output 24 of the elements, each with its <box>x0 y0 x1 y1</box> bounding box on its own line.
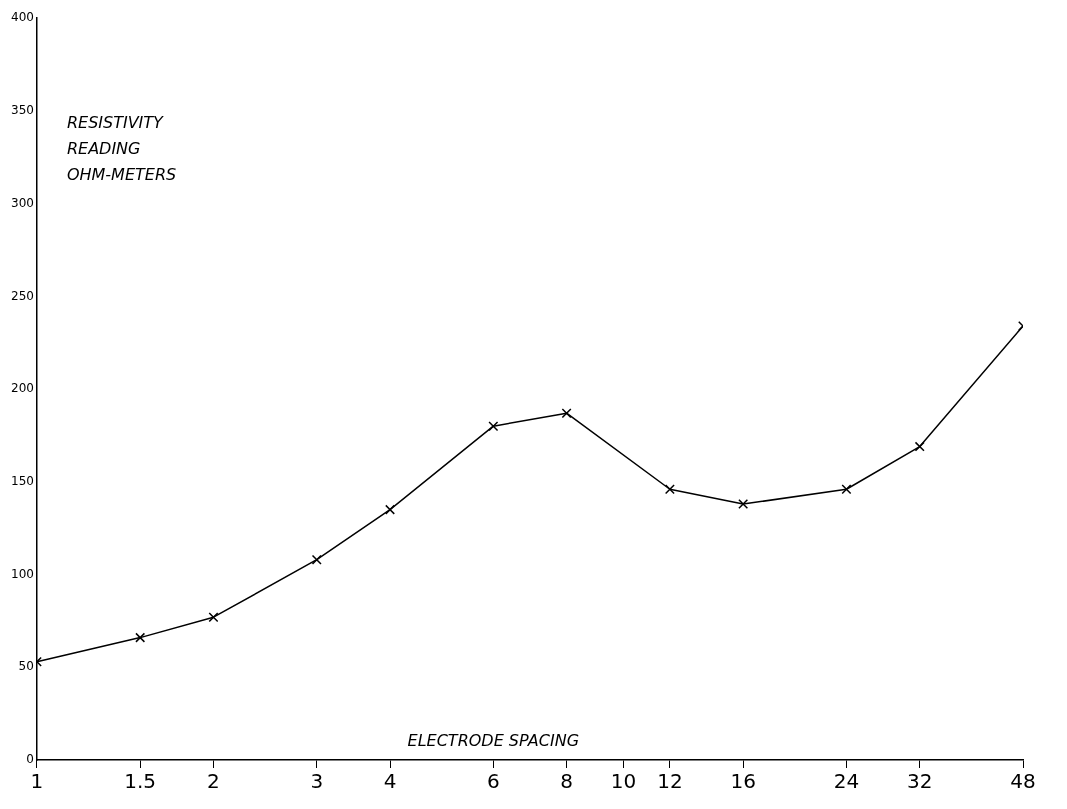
x-tick-label: 24 <box>833 769 860 794</box>
x-tick-label: 48 <box>1010 769 1036 794</box>
x-tick-label: 32 <box>906 769 933 794</box>
x-axis-title: ELECTRODE SPACING <box>407 731 580 750</box>
x-tick-label: 1.5 <box>124 769 157 794</box>
x-tick-label: 2 <box>207 769 220 794</box>
y-tick-label: 400 <box>11 10 34 25</box>
x-tick-label: 16 <box>730 769 756 794</box>
y-tick-label: 250 <box>11 288 34 303</box>
y-tick-label: 150 <box>11 473 34 488</box>
x-tick-label: 10 <box>610 769 637 794</box>
y-tick-label: 300 <box>11 195 34 210</box>
x-tick-label: 6 <box>486 769 500 794</box>
x-tick-label: 1 <box>30 769 44 794</box>
x-tick-label: 3 <box>310 769 324 794</box>
y-tick-label: 50 <box>18 659 34 674</box>
x-tick-label: 8 <box>560 769 573 794</box>
x-tick-label: 4 <box>383 769 397 794</box>
y-tick-label: 100 <box>11 566 34 581</box>
x-tick-label: 12 <box>657 769 683 794</box>
y-tick-label: 0 <box>26 752 34 767</box>
y-axis-title: RESISTIVITY READING OHM-METERS <box>66 113 177 185</box>
y-tick-label: 350 <box>11 103 34 118</box>
y-tick-label: 200 <box>11 381 34 396</box>
